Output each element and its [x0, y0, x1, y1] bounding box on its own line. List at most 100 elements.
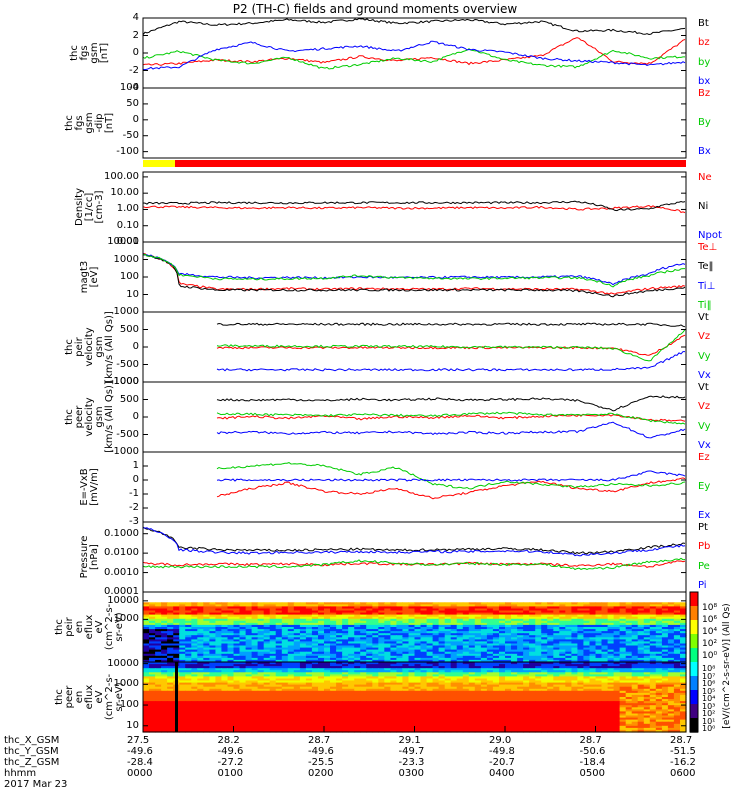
spectrogram-cell	[372, 629, 379, 632]
spectrogram-cell	[631, 699, 639, 702]
spectrogram-cell	[318, 668, 325, 671]
spectrogram-cell	[637, 608, 645, 612]
spectrogram-cell	[366, 647, 373, 651]
panel-frame-fgs_dip	[142, 87, 687, 159]
spectrogram-cell	[305, 664, 313, 667]
spectrogram-cell	[263, 641, 271, 645]
spectrogram-cell	[553, 686, 560, 690]
spectrogram-cell	[577, 670, 584, 673]
spectrogram-cell	[492, 672, 500, 675]
spectrogram-cell	[607, 649, 615, 653]
spectrogram-cell	[336, 705, 343, 708]
spectrogram-cell	[293, 624, 301, 628]
spectrogram-cell	[450, 612, 458, 616]
spectrogram-cell	[583, 697, 590, 700]
spectrogram-cell	[155, 608, 162, 612]
spectrogram-cell	[269, 694, 277, 698]
spectrogram-cell	[287, 612, 295, 616]
spectrogram-cell	[149, 672, 156, 675]
spectrogram-cell	[215, 637, 222, 640]
spectrogram-cell	[649, 676, 657, 680]
spectrogram-cell	[408, 606, 416, 610]
series-line-temp-Ti‖	[142, 253, 685, 288]
spectrogram-cell	[607, 612, 615, 616]
spectrogram-cell	[541, 676, 548, 680]
spectrogram-cell	[456, 678, 464, 682]
spectrogram-cell	[324, 618, 331, 622]
spectrogram-cell	[360, 612, 367, 616]
spectrogram-cell	[499, 697, 506, 700]
spectrogram-cell	[680, 686, 687, 690]
spectrogram-cell	[245, 705, 253, 708]
spectrogram-cell	[450, 670, 458, 673]
spectrogram-cell	[468, 633, 476, 636]
spectrogram-cell	[655, 676, 663, 680]
spectrogram-cell	[499, 608, 506, 612]
spectrogram-cell	[480, 639, 488, 643]
spectrogram-cell	[402, 643, 409, 647]
spectrogram-cell	[366, 633, 373, 636]
spectrogram-cell	[275, 668, 283, 671]
spectrogram-cell	[414, 604, 422, 608]
spectrogram-cell	[511, 690, 518, 694]
spectrogram-cell	[492, 701, 500, 704]
spectrogram-cell	[474, 664, 482, 667]
spectrogram-cell	[372, 701, 379, 704]
spectrogram-cell	[269, 701, 277, 704]
spectrogram-cell	[577, 606, 584, 610]
spectrogram-cell	[191, 655, 198, 659]
spectrogram-cell	[330, 701, 337, 704]
spectrogram-cell	[251, 674, 259, 678]
spectrogram-cell	[161, 633, 168, 636]
spectrogram-cell	[535, 608, 542, 612]
spectrogram-cell	[468, 616, 476, 620]
spectrogram-cell	[577, 608, 584, 612]
spectrogram-cell	[348, 670, 355, 673]
spectrogram-cell	[661, 697, 669, 700]
spectrogram-cell	[239, 647, 247, 651]
spectrogram-cell	[239, 664, 247, 667]
spectrogram-cell	[402, 678, 409, 682]
spectrogram-cell	[149, 705, 156, 708]
spectrogram-cell	[619, 688, 627, 692]
spectrogram-cell	[384, 711, 391, 715]
spectrogram-cell	[378, 694, 385, 698]
spectrogram-cell	[191, 606, 198, 610]
series-line-efield-Ex	[216, 470, 686, 482]
spectrogram-cell	[432, 682, 440, 686]
spectrogram-cell	[305, 676, 313, 680]
spectrogram-cell	[589, 697, 597, 700]
spectrogram-cell	[607, 604, 615, 608]
spectrogram-cell	[438, 686, 446, 690]
spectrogram-cell	[547, 639, 554, 643]
spectrogram-cell	[233, 707, 241, 710]
spectrogram-cell	[173, 653, 180, 657]
spectrogram-cell	[203, 703, 210, 706]
spectrogram-cell	[559, 672, 566, 675]
spectrogram-cell	[360, 692, 367, 696]
spectrogram-cell	[571, 651, 578, 655]
spectrogram-cell	[324, 602, 331, 605]
spectrogram-cell	[661, 699, 669, 702]
spectrogram-cell	[661, 610, 669, 614]
spectrogram-cell	[583, 686, 590, 690]
spectrogram-cell	[203, 676, 210, 680]
spectrogram-cell	[167, 618, 174, 622]
spectrogram-cell	[432, 690, 440, 694]
spectrogram-cell	[179, 701, 186, 704]
spectrogram-cell	[607, 711, 615, 715]
spectrogram-cell	[360, 662, 367, 665]
spectrogram-cell	[432, 606, 440, 610]
spectrogram-cell	[420, 653, 428, 657]
spectrogram-cell	[167, 604, 174, 608]
spectrogram-cell	[444, 711, 452, 715]
spectrogram-cell	[336, 616, 343, 620]
spectrogram-cell	[348, 651, 355, 655]
spectrogram-cell	[517, 610, 524, 614]
spectrogram-cell	[517, 690, 524, 694]
spectrogram-cell	[167, 703, 174, 706]
spectrogram-cell	[408, 635, 416, 638]
spectrogram-cell	[354, 651, 361, 655]
spectrogram-cell	[390, 699, 397, 702]
spectrogram-cell	[474, 614, 482, 618]
